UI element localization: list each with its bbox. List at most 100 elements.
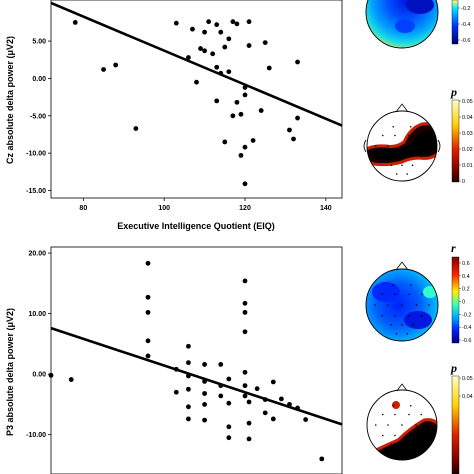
electrode bbox=[390, 164, 393, 167]
electrode bbox=[390, 324, 393, 326]
data-point bbox=[145, 309, 151, 315]
data-point bbox=[186, 360, 191, 366]
data-point bbox=[262, 40, 268, 45]
data-point bbox=[198, 46, 203, 51]
y-tick-label: -5.00 bbox=[30, 113, 46, 120]
scalp-outline bbox=[366, 389, 438, 461]
data-point bbox=[303, 417, 309, 422]
topomap-r-p3: r 0.6 0.4 0.2 0 -0.2 -0.4 -0.6 bbox=[365, 241, 471, 344]
colorbar-tick-label: 0.05 bbox=[462, 376, 473, 382]
data-point bbox=[222, 44, 228, 50]
electrode bbox=[394, 155, 396, 158]
nose-icon bbox=[395, 261, 409, 271]
y-tick-label: 20.00 bbox=[28, 251, 46, 258]
electrode bbox=[374, 424, 377, 426]
colorbar-tick-label: -0.2 bbox=[461, 6, 470, 12]
data-point bbox=[242, 309, 248, 315]
data-point bbox=[230, 19, 236, 25]
colorbar-top bbox=[451, 0, 459, 45]
data-point bbox=[218, 362, 224, 367]
y-ticks-cz: 5.00 0.00 -5.00 -10.00 -15.00 bbox=[26, 39, 51, 195]
electrode-dots bbox=[374, 284, 430, 335]
electrode bbox=[374, 304, 376, 306]
data-point bbox=[133, 126, 139, 131]
x-tick-label: 120 bbox=[239, 205, 251, 212]
electrode bbox=[394, 134, 396, 137]
data-point bbox=[186, 386, 191, 392]
data-point bbox=[262, 410, 268, 416]
data-point bbox=[295, 115, 300, 121]
x-tick-label: 140 bbox=[320, 205, 332, 212]
electrode bbox=[387, 145, 389, 147]
electrode bbox=[381, 134, 384, 137]
scatter-panel-p3: 20.00 10.00 0.00 -10.00 P3 absolute delta p… bbox=[5, 246, 343, 474]
colorbar-tick-label: 0.04 bbox=[462, 115, 473, 121]
y-tick-label: 5.00 bbox=[32, 39, 46, 46]
electrode bbox=[408, 315, 411, 317]
colorbar-p-cz bbox=[451, 99, 460, 183]
data-point bbox=[68, 377, 74, 382]
data-point bbox=[250, 138, 256, 143]
data-point bbox=[145, 338, 151, 344]
data-point bbox=[242, 300, 248, 306]
data-point bbox=[238, 153, 244, 158]
data-point bbox=[242, 329, 248, 335]
electrode bbox=[415, 145, 417, 147]
electrode bbox=[406, 333, 409, 335]
data-point bbox=[226, 376, 232, 382]
electrode bbox=[381, 293, 384, 296]
electrode bbox=[412, 324, 414, 326]
data-point bbox=[254, 386, 260, 392]
data-point bbox=[194, 79, 199, 85]
electrode bbox=[427, 145, 430, 147]
topomap-p-cz: p 0.05 0.04 0.03 0.02 0.01 0 bbox=[363, 85, 473, 185]
topomap-p-p3: p 0.05 0.04 bbox=[366, 361, 473, 474]
colorbar-tick-label: 0.6 bbox=[462, 261, 470, 267]
electrode bbox=[421, 293, 423, 296]
data-point bbox=[242, 369, 248, 375]
electrode bbox=[401, 424, 403, 426]
data-point bbox=[145, 294, 151, 300]
points-p3 bbox=[48, 260, 325, 462]
colorbar-title-p-cz: p bbox=[450, 85, 457, 99]
data-point bbox=[202, 401, 207, 407]
electrode bbox=[392, 404, 395, 407]
electrode bbox=[427, 424, 430, 426]
data-point bbox=[291, 136, 296, 142]
data-point bbox=[287, 401, 292, 407]
data-point bbox=[202, 391, 207, 396]
data-point bbox=[202, 29, 207, 35]
colorbar-tick-label: 0.03 bbox=[462, 131, 473, 137]
colorbar-title-p-p3: p bbox=[450, 361, 457, 375]
data-point bbox=[186, 55, 191, 60]
data-point bbox=[295, 59, 300, 65]
colorbar-tick-label: -0.2 bbox=[462, 312, 471, 318]
data-point bbox=[262, 397, 268, 402]
electrode bbox=[420, 434, 423, 437]
data-point bbox=[226, 36, 232, 42]
data-point bbox=[101, 67, 106, 72]
data-point bbox=[202, 378, 207, 384]
electrode bbox=[428, 304, 430, 306]
data-point bbox=[258, 108, 264, 113]
y-tick-label: 0.00 bbox=[32, 372, 46, 379]
colorbar-ticks-p-p3: 0.05 0.04 bbox=[459, 376, 473, 400]
fit-line-p3 bbox=[50, 326, 343, 426]
electrode bbox=[408, 413, 410, 416]
y-tick-label: -15.00 bbox=[26, 188, 46, 195]
electrode-dots bbox=[374, 125, 430, 175]
data-point bbox=[48, 372, 54, 378]
electrode bbox=[395, 452, 398, 454]
scatter-panel-cz: 5.00 0.00 -5.00 -10.00 -15.00 80 100 120 140 Ex… bbox=[5, 0, 343, 231]
colorbar-tick-label: 0.2 bbox=[462, 287, 470, 293]
electrode bbox=[411, 164, 414, 167]
colorbar-tick-label: 0.04 bbox=[462, 394, 473, 400]
electrode-dots bbox=[374, 404, 430, 454]
data-point bbox=[190, 26, 195, 32]
x-tick-label: 80 bbox=[79, 205, 87, 212]
data-point bbox=[242, 85, 248, 90]
electrode bbox=[415, 424, 417, 426]
electrode bbox=[401, 324, 403, 326]
x-ticks-cz: 80 100 120 140 bbox=[79, 198, 332, 212]
